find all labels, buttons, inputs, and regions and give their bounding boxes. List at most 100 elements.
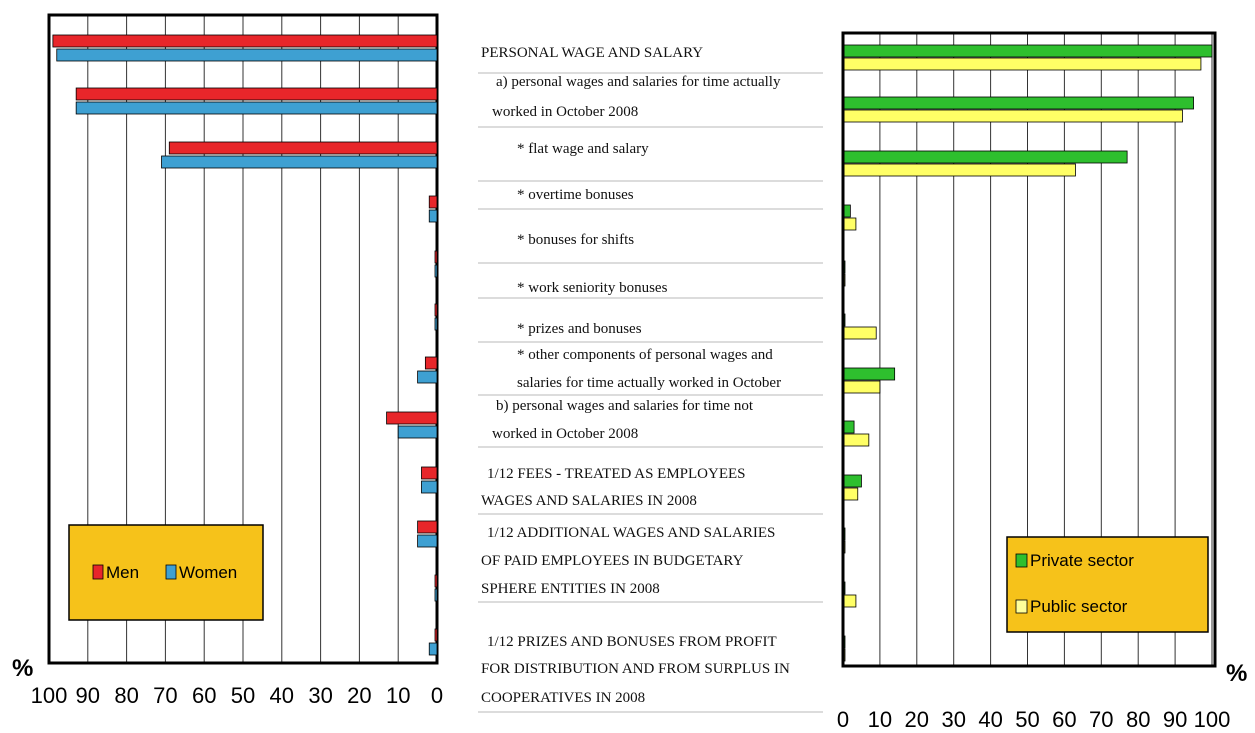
right-legend-box xyxy=(1006,536,1209,633)
category-label-4: * bonuses for shifts xyxy=(517,232,634,248)
right-xtick-label: 50 xyxy=(1015,707,1039,732)
legend-public-label: Public sector xyxy=(1030,597,1128,616)
left-bars xyxy=(52,34,438,656)
right-bar-public xyxy=(842,594,857,608)
left-xtick-label: 30 xyxy=(308,683,332,708)
left-xtick-label: 20 xyxy=(347,683,371,708)
category-label-11: COOPERATIVES IN 2008 xyxy=(481,690,645,706)
right-bar-public xyxy=(842,326,877,340)
category-label-2: * flat wage and salary xyxy=(517,141,649,157)
left-xtick-label: 0 xyxy=(431,683,443,708)
right-bar-public xyxy=(842,163,1076,177)
left-bar-women xyxy=(417,534,438,548)
left-legend: Men Women xyxy=(68,524,264,621)
category-label-11: FOR DISTRIBUTION AND FROM SURPLUS IN xyxy=(481,661,790,677)
right-xtick-label: 70 xyxy=(1089,707,1113,732)
left-gridlines xyxy=(87,15,399,663)
legend-men-label: Men xyxy=(106,563,139,582)
left-bar-women xyxy=(397,425,438,439)
legend-public-swatch xyxy=(1015,599,1028,614)
right-bar-private xyxy=(842,367,896,381)
left-plot-frame xyxy=(47,13,439,665)
right-bar-public xyxy=(842,433,870,447)
category-label-6: * prizes and bonuses xyxy=(517,321,642,337)
left-bar-women xyxy=(421,480,438,494)
right-bar-public xyxy=(842,57,1202,71)
left-bar-women xyxy=(161,155,438,169)
right-xtick-label: 30 xyxy=(941,707,965,732)
left-xtick-label: 70 xyxy=(153,683,177,708)
category-label-10: OF PAID EMPLOYEES IN BUDGETARY xyxy=(481,553,744,569)
category-label-1: a) personal wages and salaries for time … xyxy=(496,74,781,90)
legend-men-swatch xyxy=(92,564,104,580)
legend-women-swatch xyxy=(165,564,177,580)
category-label-0: PERSONAL WAGE AND SALARY xyxy=(481,45,703,61)
left-bar-men xyxy=(424,356,438,370)
left-bar-men xyxy=(75,87,438,101)
left-xtick-label: 50 xyxy=(231,683,255,708)
left-chart: 100 90 80 70 60 50 40 30 20 10 0 % Men Women xyxy=(12,13,443,708)
right-plot-frame xyxy=(841,31,1217,668)
left-xtick-label: 10 xyxy=(386,683,410,708)
left-xtick-label: 40 xyxy=(270,683,294,708)
legend-private-label: Private sector xyxy=(1030,551,1134,570)
right-bar-public xyxy=(842,487,859,501)
right-xtick-label: 20 xyxy=(905,707,929,732)
left-bar-men xyxy=(417,520,438,534)
left-bar-men xyxy=(434,250,438,264)
right-xtick-label: 10 xyxy=(868,707,892,732)
category-label-9: 1/12 FEES - TREATED AS EMPLOYEES xyxy=(487,466,746,482)
right-xtick-label: 100 xyxy=(1194,707,1231,732)
category-label-7: salaries for time actually worked in Oct… xyxy=(517,375,781,391)
right-bar-private xyxy=(842,150,1128,164)
left-bar-men xyxy=(168,141,438,155)
legend-private-swatch xyxy=(1015,553,1028,568)
right-xtick-label: 80 xyxy=(1126,707,1150,732)
category-label-7: * other components of personal wages and xyxy=(517,347,773,363)
left-xtick-label: 100 xyxy=(31,683,68,708)
right-bar-private xyxy=(842,420,855,434)
left-bar-men xyxy=(52,34,438,48)
right-bar-public xyxy=(842,217,857,231)
right-xtick-label: 60 xyxy=(1052,707,1076,732)
category-label-10: 1/12 ADDITIONAL WAGES AND SALARIES xyxy=(487,525,775,541)
right-bar-private xyxy=(842,474,862,488)
category-label-5: * work seniority bonuses xyxy=(517,280,668,296)
category-label-9: WAGES AND SALARIES IN 2008 xyxy=(481,493,697,509)
left-bar-women xyxy=(417,370,438,384)
right-bar-private xyxy=(842,44,1213,58)
left-bar-women xyxy=(434,588,438,602)
left-bar-men xyxy=(421,466,438,480)
left-xticks: 100 90 80 70 60 50 40 30 20 10 0 xyxy=(31,683,443,708)
category-label-10: SPHERE ENTITIES IN 2008 xyxy=(481,581,660,597)
left-unit-label: % xyxy=(12,655,33,682)
right-bar-public xyxy=(842,380,881,394)
category-label-8: b) personal wages and salaries for time … xyxy=(496,398,754,414)
right-unit-label: % xyxy=(1226,660,1247,687)
category-label-3: * overtime bonuses xyxy=(517,187,634,203)
left-bar-men xyxy=(428,195,438,209)
left-bar-women xyxy=(75,101,438,115)
left-xtick-label: 80 xyxy=(114,683,138,708)
left-bar-men xyxy=(434,628,438,642)
left-bar-men xyxy=(434,303,438,317)
right-bar-public xyxy=(842,109,1183,123)
left-bar-women xyxy=(434,317,438,331)
right-xtick-label: 0 xyxy=(837,707,849,732)
category-label-1: worked in October 2008 xyxy=(492,104,638,120)
category-labels: PERSONAL WAGE AND SALARY a) personal wage… xyxy=(478,45,823,713)
category-label-8: worked in October 2008 xyxy=(492,426,638,442)
right-chart: 0 10 20 30 40 50 60 70 80 90 100 % Private sector … xyxy=(837,31,1247,732)
right-xticks: 0 10 20 30 40 50 60 70 80 90 100 xyxy=(837,707,1230,732)
left-bar-men xyxy=(386,411,438,425)
left-bar-women xyxy=(428,642,438,656)
right-xtick-label: 90 xyxy=(1163,707,1187,732)
left-xtick-label: 60 xyxy=(192,683,216,708)
left-xtick-label: 90 xyxy=(76,683,100,708)
right-legend: Private sector Public sector xyxy=(1006,536,1209,633)
right-xtick-label: 40 xyxy=(978,707,1002,732)
left-bar-women xyxy=(428,209,438,223)
left-bar-women xyxy=(56,48,438,62)
left-bar-women xyxy=(434,264,438,278)
